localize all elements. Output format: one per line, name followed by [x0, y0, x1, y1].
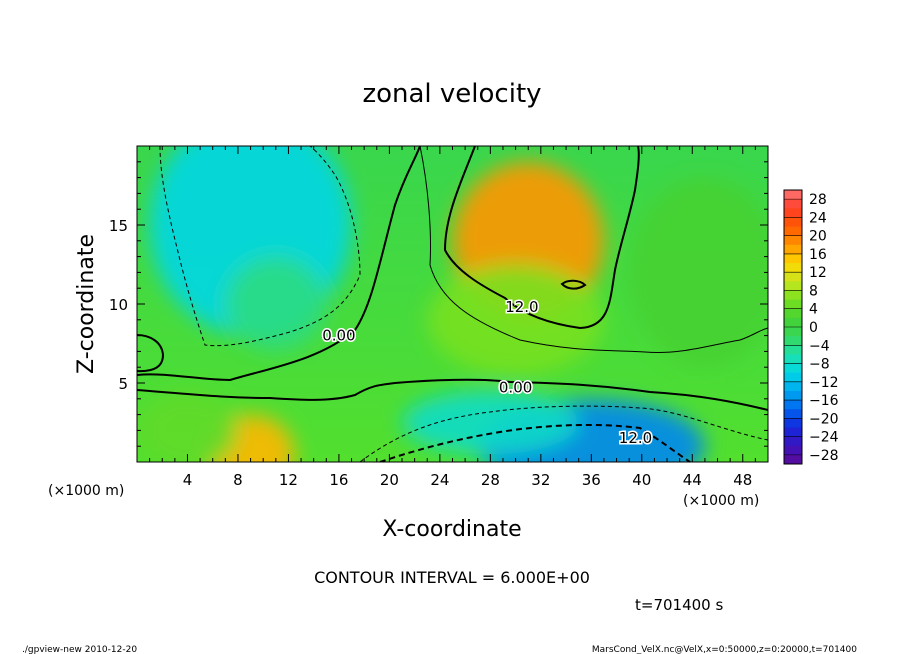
x-tick-label: 36	[582, 471, 601, 489]
colorbar-swatch	[784, 235, 802, 246]
footer-left-note: ./gpview-new 2010-12-20	[22, 645, 137, 654]
y-tick-label: 15	[109, 217, 128, 235]
y-tick-label: 5	[118, 375, 128, 393]
colorbar-label: 20	[809, 229, 827, 245]
colorbar-label: 28	[809, 192, 827, 208]
x-axis-ticks: 4 8 12 16 20 24 28 32 36 40 44 48	[136, 146, 769, 489]
colorbar-swatch	[784, 354, 802, 365]
colorbar-swatch	[784, 290, 802, 301]
time-label: t=701400 s	[635, 596, 723, 614]
contour-lines	[137, 146, 768, 462]
contour-zero-lower	[137, 378, 768, 411]
contour-label: 0.00	[322, 326, 355, 344]
colorbar-label: 24	[809, 210, 827, 226]
x-tick-label: 44	[683, 471, 702, 489]
colorbar-swatch	[784, 409, 802, 419]
y-axis-ticks: 5 10 15	[109, 145, 768, 463]
colorbar-swatch	[784, 263, 802, 273]
colorbar-swatch	[784, 418, 802, 428]
colorbar-swatch	[784, 190, 802, 200]
colorbar-label: −20	[809, 411, 839, 427]
colorbar-label: 0	[809, 320, 818, 336]
plot-area: 0.00 12.0 0.00 12.0	[137, 146, 768, 462]
contour-zero-left-pocket	[137, 334, 165, 373]
contour-zero-upper	[137, 146, 421, 382]
x-tick-label: 12	[279, 471, 298, 489]
colorbar-swatch	[784, 390, 802, 401]
colorbar-swatch	[784, 381, 802, 392]
colorbar-swatch	[784, 372, 802, 383]
x-tick-label: 20	[380, 471, 399, 489]
colorbar-swatch	[784, 327, 802, 337]
field-anomaly	[225, 256, 327, 352]
x-tick-label: 32	[531, 471, 550, 489]
colorbar-label: 16	[809, 247, 827, 263]
x-tick-label: 48	[733, 471, 752, 489]
footer-right-note: MarsCond_VelX.nc@VelX,x=0:50000,z=0:2000…	[592, 645, 857, 654]
contour-labels: 0.00 12.0 0.00 12.0	[321, 296, 654, 448]
x-tick-label: 28	[481, 471, 500, 489]
colorbar-label: −16	[809, 393, 839, 409]
contour-small-closed	[560, 279, 587, 290]
colorbar-label: 12	[809, 265, 827, 281]
colorbar-label: −28	[809, 448, 839, 464]
contour-positive-6	[419, 146, 768, 354]
colorbar-swatch	[784, 427, 802, 438]
velocity-field	[137, 146, 768, 462]
x-unit-left: (×1000 m)	[48, 483, 124, 499]
x-tick-label: 8	[233, 471, 243, 489]
colorbar-swatch	[784, 454, 802, 465]
colorbar-swatch	[784, 226, 802, 237]
field-anomaly	[137, 390, 238, 462]
colorbar-swatch	[784, 400, 802, 410]
colorbar-swatch	[784, 244, 802, 255]
contour-label: 12.0	[619, 429, 652, 447]
y-axis-label: Z-coordinate	[74, 234, 99, 374]
colorbar-swatch	[784, 199, 802, 209]
colorbar-label: −12	[809, 375, 839, 391]
colorbar-swatch	[784, 253, 802, 264]
x-tick-label: 4	[183, 471, 193, 489]
field-anomaly	[402, 390, 579, 455]
colorbar-label: 8	[809, 283, 818, 299]
colorbar-swatch	[784, 363, 802, 374]
colorbar: 28 24 20 16 12 8 4 0 −4 −8 −12 −16 −20 −24 −28	[783, 189, 839, 465]
colorbar-swatch	[784, 336, 802, 346]
contour-negative-12	[379, 423, 691, 462]
y-tick-label: 10	[109, 296, 128, 314]
colorbar-label: −8	[809, 357, 830, 373]
contour-label: 0.00	[499, 378, 532, 396]
contour-negative-6	[159, 146, 361, 347]
colorbar-swatch	[784, 281, 802, 291]
x-tick-label: 16	[329, 471, 348, 489]
x-unit-right: (×1000 m)	[683, 493, 759, 509]
colorbar-swatch	[784, 345, 802, 355]
chart-title: zonal velocity	[362, 79, 541, 109]
colorbar-label: −24	[809, 430, 839, 446]
colorbar-swatch	[784, 445, 802, 456]
x-tick-label: 24	[430, 471, 449, 489]
contour-negative-6-lower	[359, 405, 768, 462]
colorbar-label: 4	[809, 302, 818, 318]
contour-interval: CONTOUR INTERVAL = 6.000E+00	[314, 568, 590, 587]
colorbar-swatch	[784, 308, 802, 319]
field-anomaly	[629, 177, 768, 368]
colorbar-swatch	[784, 317, 802, 328]
contour-positive-12	[443, 146, 640, 330]
x-tick-label: 40	[632, 471, 651, 489]
colorbar-swatch	[784, 217, 802, 228]
colorbar-swatch	[784, 208, 802, 218]
colorbar-label: −4	[809, 338, 830, 354]
colorbar-swatch	[784, 436, 802, 447]
field-anomaly	[427, 264, 604, 376]
contour-label: 12.0	[505, 298, 538, 316]
x-axis-label: X-coordinate	[382, 517, 521, 542]
colorbar-swatch	[784, 299, 802, 310]
colorbar-swatch	[784, 272, 802, 282]
